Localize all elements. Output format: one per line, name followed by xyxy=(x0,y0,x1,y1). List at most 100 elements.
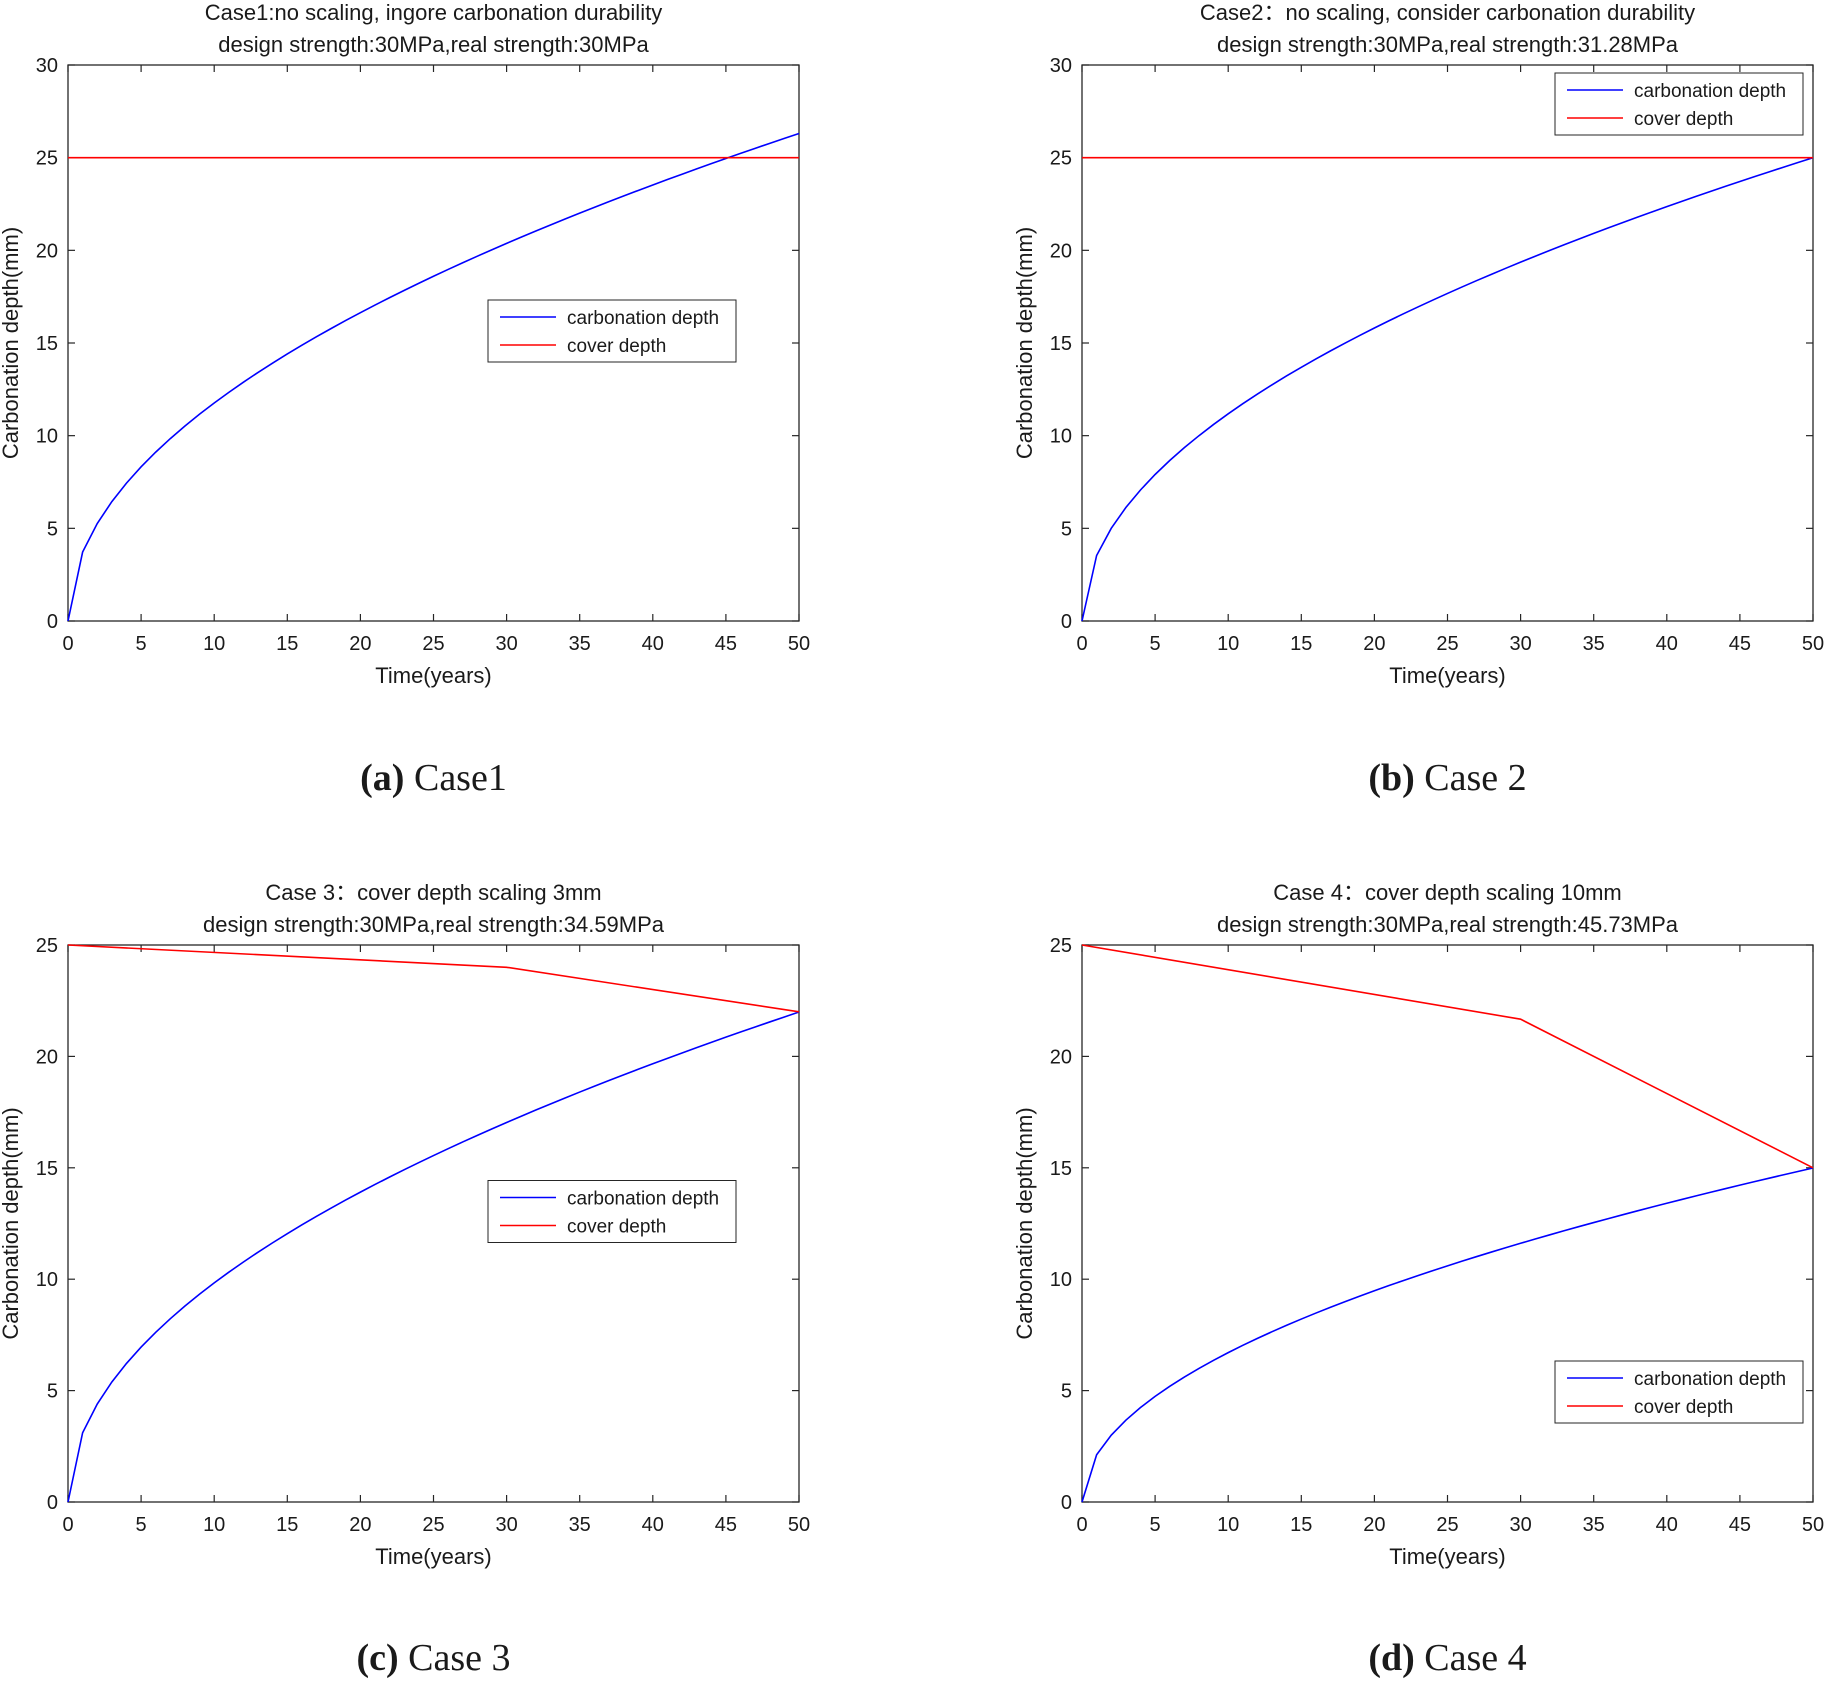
legend-label: cover depth xyxy=(1634,109,1733,130)
series-line-cover-depth xyxy=(67,944,800,1013)
y-tick-label: 10 xyxy=(36,1269,58,1291)
x-tick-label: 5 xyxy=(136,633,147,655)
x-tick-label: 50 xyxy=(1802,1514,1824,1536)
x-tick-label: 20 xyxy=(1363,633,1385,655)
panel-caption-text: Case 3 xyxy=(399,1637,511,1679)
panel-caption-text: Case 2 xyxy=(1415,757,1527,799)
y-tick-label: 15 xyxy=(1050,333,1072,355)
x-tick-label: 10 xyxy=(1217,1514,1239,1536)
x-tick-label: 50 xyxy=(1802,633,1824,655)
x-axis-label: Time(years) xyxy=(1389,663,1506,688)
y-tick-label: 20 xyxy=(36,240,58,262)
y-tick-label: 20 xyxy=(1050,1046,1072,1068)
panel-caption: (a) Case1 xyxy=(360,757,507,799)
y-tick-label: 0 xyxy=(1061,611,1072,633)
panel-caption-text: Case 4 xyxy=(1415,1637,1527,1679)
series-line-carbonation-depth xyxy=(67,1011,800,1503)
x-tick-label: 35 xyxy=(1583,633,1605,655)
panel-caption-text: Case1 xyxy=(404,757,506,799)
legend: carbonation depth cover depth xyxy=(487,1180,737,1243)
series-line-carbonation-depth xyxy=(1081,1167,1814,1503)
y-axis-label: Carbonation depth(mm) xyxy=(1012,1107,1037,1339)
x-tick-label: 25 xyxy=(422,633,444,655)
chart-panel-2: 0 5 10 15 20 25 30 35 40 45 50051015202530Time(yea… xyxy=(1012,0,1824,799)
y-tick-label: 15 xyxy=(36,1158,58,1180)
x-tick-label: 45 xyxy=(715,1514,737,1536)
series-line-carbonation-depth xyxy=(1081,156,1814,622)
x-tick-label: 15 xyxy=(1290,633,1312,655)
legend-label: carbonation depth xyxy=(567,1189,719,1210)
x-tick-label: 40 xyxy=(642,633,664,655)
legend-label: cover depth xyxy=(567,1217,666,1238)
x-tick-label: 25 xyxy=(422,1514,444,1536)
x-tick-label: 45 xyxy=(1729,1514,1751,1536)
chart-title-line-1: Case 4：cover depth scaling 10mm xyxy=(1273,880,1622,905)
y-tick-label: 15 xyxy=(36,333,58,355)
y-tick-label: 10 xyxy=(1050,426,1072,448)
y-tick-label: 25 xyxy=(36,935,58,957)
x-tick-label: 30 xyxy=(495,1514,517,1536)
x-tick-label: 30 xyxy=(1509,633,1531,655)
panel-label: (c) xyxy=(356,1637,398,1679)
legend-box xyxy=(487,1180,737,1243)
panel-caption: (b) Case 2 xyxy=(1368,757,1526,799)
panel-label: (a) xyxy=(360,757,404,799)
x-tick-label: 20 xyxy=(349,633,371,655)
x-tick-label: 50 xyxy=(788,633,810,655)
y-tick-label: 25 xyxy=(1050,148,1072,170)
x-tick-label: 25 xyxy=(1436,633,1458,655)
legend-label: carbonation depth xyxy=(1634,81,1786,102)
y-tick-label: 5 xyxy=(1061,518,1072,540)
y-tick-label: 20 xyxy=(36,1046,58,1068)
x-tick-label: 0 xyxy=(1076,1514,1087,1536)
y-axis-label: Carbonation depth(mm) xyxy=(1012,227,1037,459)
x-tick-label: 45 xyxy=(1729,633,1751,655)
y-tick-label: 15 xyxy=(1050,1158,1072,1180)
x-tick-label: 5 xyxy=(136,1514,147,1536)
x-tick-label: 50 xyxy=(788,1514,810,1536)
y-tick-label: 25 xyxy=(36,148,58,170)
y-tick-label: 10 xyxy=(1050,1269,1072,1291)
y-axis-label: Carbonation depth(mm) xyxy=(0,227,23,459)
chart-title-line-1: Case 3：cover depth scaling 3mm xyxy=(265,880,601,905)
legend-label: carbonation depth xyxy=(1634,1369,1786,1390)
y-tick-label: 0 xyxy=(47,611,58,633)
legend-box xyxy=(1554,1360,1804,1424)
x-tick-label: 5 xyxy=(1150,633,1161,655)
chart-title-line-2: design strength:30MPa,real strength:45.7… xyxy=(1217,912,1679,937)
y-axis-label: Carbonation depth(mm) xyxy=(0,1107,23,1339)
chart-title-line-1: Case2：no scaling, consider carbonation d… xyxy=(1200,0,1695,25)
x-tick-label: 25 xyxy=(1436,1514,1458,1536)
y-tick-label: 5 xyxy=(47,518,58,540)
x-axis-label: Time(years) xyxy=(375,1544,492,1569)
chart-title-line-2: design strength:30MPa,real strength:34.5… xyxy=(203,912,665,937)
x-tick-label: 0 xyxy=(1076,633,1087,655)
y-tick-label: 5 xyxy=(47,1381,58,1403)
chart-title-line-2: design strength:30MPa,real strength:31.2… xyxy=(1217,32,1679,57)
legend-label: cover depth xyxy=(567,336,666,357)
y-tick-label: 0 xyxy=(1061,1492,1072,1514)
x-tick-label: 10 xyxy=(203,633,225,655)
panel-caption: (c) Case 3 xyxy=(356,1637,510,1679)
x-tick-label: 15 xyxy=(276,633,298,655)
y-tick-label: 30 xyxy=(36,55,58,77)
x-tick-label: 0 xyxy=(62,633,73,655)
chart-panel-1: 0 5 10 15 20 25 30 35 40 45 50051015202530Time(yea… xyxy=(0,0,810,799)
x-tick-label: 35 xyxy=(1583,1514,1605,1536)
x-tick-label: 15 xyxy=(276,1514,298,1536)
x-tick-label: 40 xyxy=(642,1514,664,1536)
x-tick-label: 30 xyxy=(1509,1514,1531,1536)
legend: carbonation depth cover depth xyxy=(1554,1360,1804,1424)
x-tick-label: 40 xyxy=(1656,1514,1678,1536)
series-line-carbonation-depth xyxy=(67,132,800,622)
y-tick-label: 20 xyxy=(1050,240,1072,262)
legend-box xyxy=(1554,72,1804,136)
x-tick-label: 20 xyxy=(349,1514,371,1536)
x-tick-label: 15 xyxy=(1290,1514,1312,1536)
panel-label: (d) xyxy=(1368,1637,1414,1679)
x-tick-label: 20 xyxy=(1363,1514,1385,1536)
x-tick-label: 10 xyxy=(203,1514,225,1536)
legend-label: cover depth xyxy=(1634,1397,1733,1418)
legend: carbonation depth cover depth xyxy=(487,299,737,363)
